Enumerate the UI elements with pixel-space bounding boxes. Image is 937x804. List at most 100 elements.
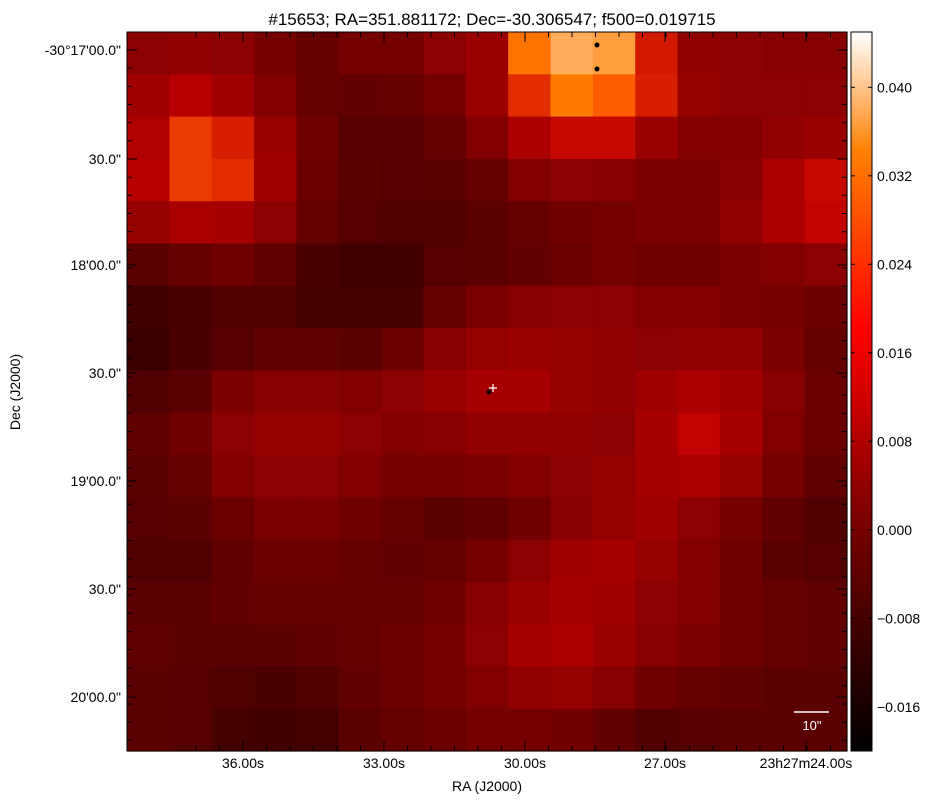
heatmap-cell [338, 666, 382, 710]
heatmap-cell [550, 666, 594, 710]
heatmap-cell [719, 497, 763, 541]
heatmap-cell [296, 243, 340, 287]
heatmap-cell [296, 666, 340, 710]
heatmap-cell [169, 116, 213, 160]
heatmap-cell [169, 158, 213, 202]
heatmap-cell [719, 201, 763, 245]
heatmap-cell [550, 412, 594, 456]
heatmap-cell [338, 454, 382, 498]
heatmap-cell [508, 539, 552, 583]
heatmap-cell [338, 74, 382, 118]
heatmap-cell [677, 708, 721, 752]
heatmap-cell [465, 581, 509, 625]
heatmap-cell [169, 624, 213, 668]
heatmap-cell [423, 581, 467, 625]
heatmap-cell [465, 116, 509, 160]
heatmap-cell [677, 539, 721, 583]
heatmap-cell [592, 328, 636, 371]
heatmap-cell [254, 624, 298, 668]
heatmap-cell [127, 32, 170, 75]
heatmap-cell [804, 328, 848, 371]
heatmap-cell [762, 412, 806, 456]
heatmap-cell [381, 497, 425, 541]
heatmap-cell [254, 370, 298, 414]
heatmap-cell [508, 666, 552, 710]
heatmap-cell [550, 539, 594, 583]
heatmap-cell [296, 497, 340, 541]
heatmap-cell [338, 158, 382, 202]
heatmap-cell [719, 581, 763, 625]
heatmap-cell [762, 624, 806, 668]
heatmap-cell [550, 581, 594, 625]
heatmap-cell [550, 328, 594, 371]
colorbar-tick-label: 0.032 [877, 168, 912, 184]
heatmap-cell [550, 116, 594, 160]
heatmap-cell [635, 32, 679, 75]
heatmap-cell [635, 708, 679, 752]
heatmap-cell [127, 624, 170, 668]
heatmap-cell [381, 666, 425, 710]
colorbar-tick-label: 0.000 [877, 522, 912, 538]
heatmap-cell [635, 412, 679, 456]
heatmap-cell [211, 497, 255, 541]
heatmap-cell [381, 201, 425, 245]
heatmap-cell [423, 74, 467, 118]
heatmap-cell [677, 32, 721, 75]
heatmap-cell [211, 412, 255, 456]
heatmap-cell [169, 412, 213, 456]
heatmap-cell [381, 74, 425, 118]
colorbar-tick-label: 0.040 [877, 79, 912, 95]
heatmap-cell [254, 666, 298, 710]
heatmap-cell [719, 158, 763, 202]
heatmap-cell [508, 32, 552, 75]
heatmap-cell [762, 370, 806, 414]
heatmap-cell [635, 201, 679, 245]
heatmap-cell [381, 158, 425, 202]
heatmap-cell [127, 666, 170, 710]
heatmap-cell [804, 74, 848, 118]
colorbar-gradient [850, 31, 873, 752]
heatmap-cell [635, 581, 679, 625]
source-marker [486, 389, 492, 395]
heatmap-cell [592, 243, 636, 287]
heatmap-cell [719, 708, 763, 752]
heatmap-cell [338, 581, 382, 625]
heatmap-cell [804, 497, 848, 541]
heatmap-cell [550, 624, 594, 668]
heatmap-cell [677, 243, 721, 287]
heatmap-cell [762, 581, 806, 625]
heatmap-cell [762, 497, 806, 541]
heatmap-cell [211, 285, 255, 329]
heatmap-cell [127, 708, 170, 752]
heatmap-cell [296, 708, 340, 752]
heatmap-cell [550, 158, 594, 202]
heatmap-cell [381, 412, 425, 456]
heatmap-cell [254, 708, 298, 752]
x-axis-label: RA (J2000) [452, 778, 522, 794]
heatmap-cell [169, 539, 213, 583]
heatmap-cell [338, 539, 382, 583]
heatmap-cell [677, 412, 721, 456]
heatmap-cell [804, 116, 848, 160]
y-tick-label: 18'00.0" [71, 257, 121, 273]
heatmap-cell [550, 708, 594, 752]
heatmap-cell [719, 285, 763, 329]
source-markers [486, 42, 600, 395]
heatmap-cell [423, 624, 467, 668]
x-tick-label: 36.00s [222, 755, 264, 771]
heatmap-cell [338, 328, 382, 371]
heatmap-cell [423, 666, 467, 710]
heatmap-cell [296, 328, 340, 371]
heatmap-cell [296, 74, 340, 118]
heatmap-cell [677, 116, 721, 160]
heatmap-cell [677, 370, 721, 414]
heatmap-cell [296, 454, 340, 498]
heatmap-cell [254, 454, 298, 498]
y-axis-label: Dec (J2000) [7, 354, 23, 430]
heatmap-cell [338, 116, 382, 160]
heatmap-cell [677, 666, 721, 710]
heatmap-cell [296, 581, 340, 625]
heatmap-cell [592, 74, 636, 118]
heatmap-cell [296, 158, 340, 202]
heatmap-cell [465, 74, 509, 118]
